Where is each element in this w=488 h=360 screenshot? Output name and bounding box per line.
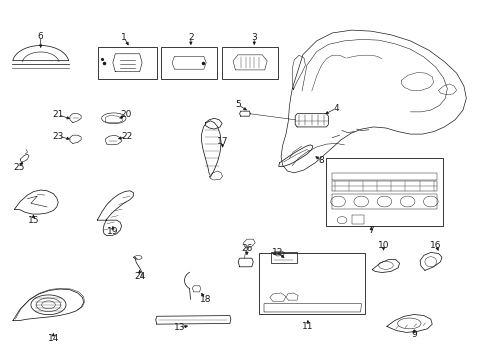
Text: 21: 21: [52, 110, 64, 119]
Text: 11: 11: [302, 322, 313, 331]
Text: 23: 23: [52, 132, 64, 141]
Text: 3: 3: [251, 33, 257, 42]
Text: 6: 6: [38, 32, 43, 41]
Text: 9: 9: [410, 330, 416, 339]
Bar: [161, 46, 217, 79]
Text: 10: 10: [377, 241, 388, 250]
Bar: [259, 253, 365, 315]
Text: 19: 19: [107, 228, 119, 237]
Text: 17: 17: [216, 137, 228, 146]
Bar: [222, 46, 278, 79]
Bar: [271, 252, 296, 263]
Text: 5: 5: [235, 100, 241, 109]
Text: 7: 7: [367, 226, 373, 235]
Bar: [98, 46, 157, 79]
Text: 26: 26: [241, 244, 252, 253]
Text: 14: 14: [47, 334, 59, 343]
Text: 18: 18: [199, 294, 211, 303]
Text: 22: 22: [121, 132, 132, 141]
Text: 8: 8: [318, 156, 324, 165]
Bar: [351, 215, 363, 224]
Text: 4: 4: [333, 104, 338, 113]
Text: 12: 12: [271, 248, 282, 257]
Text: 24: 24: [134, 271, 145, 280]
Text: 15: 15: [27, 216, 39, 225]
Text: 13: 13: [174, 323, 185, 332]
Text: 2: 2: [188, 33, 193, 42]
Bar: [326, 158, 443, 226]
Text: 16: 16: [429, 241, 441, 250]
Text: 20: 20: [121, 110, 132, 119]
Text: 1: 1: [121, 33, 127, 42]
Text: 25: 25: [14, 163, 25, 172]
